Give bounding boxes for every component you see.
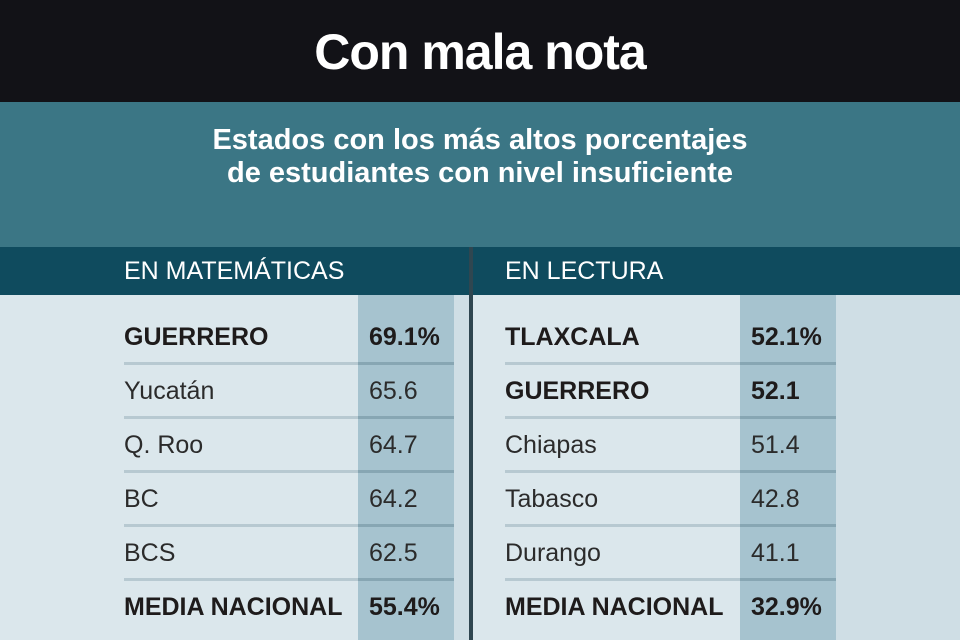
state-name: BC bbox=[124, 485, 159, 513]
table-row: GUERRERO 69.1% bbox=[124, 310, 454, 364]
state-value: 41.1 bbox=[751, 539, 800, 567]
row-separator-value bbox=[740, 578, 836, 581]
subtitle-line-1: Estados con los más altos porcentajes bbox=[212, 124, 748, 156]
title-banner bbox=[0, 0, 960, 102]
state-value: 64.7 bbox=[369, 431, 418, 459]
row-separator-value bbox=[358, 470, 454, 473]
table-row: BCS 62.5 bbox=[124, 526, 454, 580]
state-value: 69.1% bbox=[369, 323, 440, 351]
column-header-lectura: EN LECTURA bbox=[473, 247, 960, 295]
row-separator bbox=[124, 524, 454, 527]
table-row: Yucatán 65.6 bbox=[124, 364, 454, 418]
state-value: 42.8 bbox=[751, 485, 800, 513]
row-separator bbox=[505, 362, 836, 365]
state-name: MEDIA NACIONAL bbox=[505, 593, 724, 621]
state-name: Durango bbox=[505, 539, 601, 567]
state-name: GUERRERO bbox=[124, 323, 269, 351]
row-separator bbox=[124, 416, 454, 419]
state-value: 32.9% bbox=[751, 593, 822, 621]
row-separator bbox=[124, 578, 454, 581]
row-separator bbox=[124, 362, 454, 365]
table-row: MEDIA NACIONAL 32.9% bbox=[505, 580, 836, 634]
table-row: BC 64.2 bbox=[124, 472, 454, 526]
chart-title: Con mala nota bbox=[314, 24, 646, 80]
state-name: GUERRERO bbox=[505, 377, 650, 405]
state-value: 62.5 bbox=[369, 539, 418, 567]
state-name: Tabasco bbox=[505, 485, 599, 513]
state-value: 51.4 bbox=[751, 431, 800, 459]
table-row: TLAXCALA 52.1% bbox=[505, 310, 836, 364]
row-separator bbox=[124, 470, 454, 473]
row-separator-value bbox=[358, 416, 454, 419]
row-separator-value bbox=[740, 416, 836, 419]
chart-subtitle: Estados con los más altos porcentajes de… bbox=[0, 124, 960, 190]
state-name: MEDIA NACIONAL bbox=[124, 593, 343, 621]
table-row: Durango 41.1 bbox=[505, 526, 836, 580]
column-header-matematicas: EN MATEMÁTICAS bbox=[0, 247, 469, 295]
state-value: 55.4% bbox=[369, 593, 440, 621]
row-separator-value bbox=[740, 470, 836, 473]
table-row: GUERRERO 52.1 bbox=[505, 364, 836, 418]
row-separator-value bbox=[358, 524, 454, 527]
state-name: Q. Roo bbox=[124, 431, 204, 459]
state-value: 64.2 bbox=[369, 485, 418, 513]
table-row: Tabasco 42.8 bbox=[505, 472, 836, 526]
state-value: 65.6 bbox=[369, 377, 418, 405]
row-separator bbox=[505, 470, 836, 473]
state-name: Yucatán bbox=[124, 377, 215, 405]
table-row: Q. Roo 64.7 bbox=[124, 418, 454, 472]
value-column-matematicas bbox=[358, 295, 454, 640]
row-separator bbox=[505, 578, 836, 581]
state-name: TLAXCALA bbox=[505, 323, 640, 351]
state-name: Chiapas bbox=[505, 431, 597, 459]
row-separator-value bbox=[740, 524, 836, 527]
table-row: MEDIA NACIONAL 55.4% bbox=[124, 580, 454, 634]
state-value: 52.1% bbox=[751, 323, 822, 351]
subtitle-line-2: de estudiantes con nivel insuficiente bbox=[226, 157, 733, 189]
subtitle-band bbox=[0, 102, 960, 247]
column-divider bbox=[469, 247, 473, 640]
row-separator-value bbox=[358, 578, 454, 581]
row-separator bbox=[505, 416, 836, 419]
state-name: BCS bbox=[124, 539, 176, 567]
row-separator-value bbox=[358, 362, 454, 365]
table-row: Chiapas 51.4 bbox=[505, 418, 836, 472]
row-separator bbox=[505, 524, 836, 527]
value-column-lectura bbox=[740, 295, 836, 640]
state-value: 52.1 bbox=[751, 377, 800, 405]
row-separator-value bbox=[740, 362, 836, 365]
